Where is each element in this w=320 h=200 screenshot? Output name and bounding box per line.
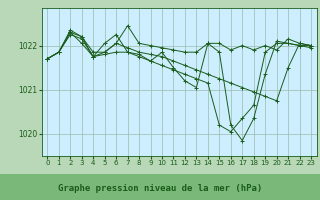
Text: Graphe pression niveau de la mer (hPa): Graphe pression niveau de la mer (hPa)	[58, 184, 262, 193]
